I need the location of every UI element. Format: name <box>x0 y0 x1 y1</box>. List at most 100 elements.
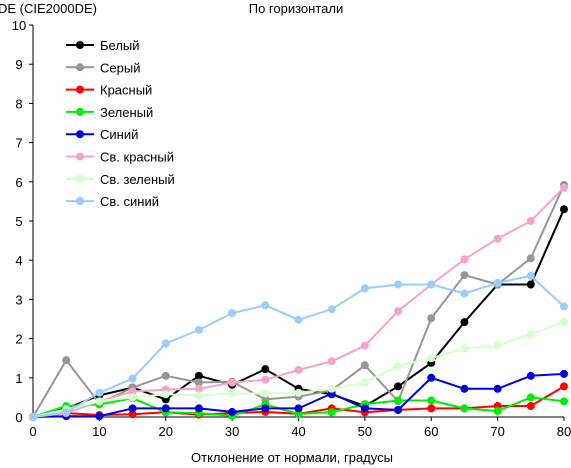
data-point <box>526 254 535 263</box>
x-tick-label: 30 <box>225 424 239 439</box>
data-point <box>560 397 568 406</box>
series-8 <box>29 271 568 421</box>
data-point <box>560 302 568 311</box>
data-point <box>460 289 469 298</box>
x-tick-label: 70 <box>490 424 504 439</box>
data-point <box>460 344 469 353</box>
legend-marker <box>76 107 84 116</box>
data-point <box>460 384 469 393</box>
data-point <box>394 405 403 414</box>
y-tick-label: 2 <box>15 332 22 347</box>
legend-label: Св. синий <box>100 194 159 209</box>
legend-label: Белый <box>100 38 140 53</box>
data-point <box>128 410 137 419</box>
data-point <box>327 384 336 393</box>
data-point <box>194 325 203 334</box>
y-axis-label: DE (CIE2000DE) <box>0 1 97 16</box>
data-point <box>128 387 137 396</box>
data-point <box>95 397 104 406</box>
data-point <box>427 354 436 363</box>
data-point <box>294 365 303 374</box>
data-point <box>460 255 469 264</box>
legend-entry: Св. синий <box>66 194 159 209</box>
legend-marker <box>76 130 84 139</box>
data-point <box>360 341 369 350</box>
x-tick-label: 10 <box>92 424 106 439</box>
data-point <box>194 391 203 400</box>
data-point <box>360 378 369 387</box>
series-7 <box>29 318 568 421</box>
data-point <box>560 318 568 327</box>
data-point <box>261 404 270 413</box>
legend-label: Синий <box>100 127 138 142</box>
data-point <box>560 205 568 214</box>
legend-entry: Серый <box>66 60 140 75</box>
legend-label: Серый <box>100 60 140 75</box>
x-tick-label: 50 <box>358 424 372 439</box>
data-point <box>294 388 303 397</box>
y-tick-label: 8 <box>15 96 22 111</box>
data-point <box>261 301 270 310</box>
data-point <box>327 357 336 366</box>
data-point <box>161 371 170 380</box>
series-4 <box>29 393 568 421</box>
y-tick-label: 1 <box>15 371 22 386</box>
data-point <box>128 393 137 402</box>
x-tick-label: 60 <box>424 424 438 439</box>
plot-area <box>29 180 568 421</box>
data-point <box>95 388 104 397</box>
data-point <box>394 307 403 316</box>
data-point <box>327 305 336 314</box>
data-point <box>261 365 270 374</box>
legend-marker <box>76 152 84 161</box>
data-point <box>460 271 469 280</box>
data-point <box>394 280 403 289</box>
data-point <box>62 408 71 417</box>
data-point <box>360 404 369 413</box>
y-tick-label: 10 <box>12 18 26 33</box>
data-point <box>360 284 369 293</box>
data-point <box>493 278 502 287</box>
legend-entry: Св. зеленый <box>66 172 175 187</box>
data-point <box>161 339 170 348</box>
data-point <box>493 341 502 350</box>
data-point <box>427 404 436 413</box>
x-tick-label: 20 <box>159 424 173 439</box>
y-tick-label: 9 <box>15 57 22 72</box>
legend-marker <box>76 174 84 183</box>
data-point <box>427 373 436 382</box>
data-point <box>560 369 568 378</box>
data-point <box>526 371 535 380</box>
data-point <box>526 393 535 402</box>
data-point <box>560 382 568 391</box>
data-point <box>261 375 270 384</box>
legend-label: Зеленый <box>100 105 153 120</box>
data-point <box>62 356 71 365</box>
data-point <box>294 315 303 324</box>
data-point <box>128 374 137 383</box>
data-point <box>194 378 203 387</box>
data-point <box>526 271 535 280</box>
legend-entry: Синий <box>66 127 138 142</box>
data-point <box>526 402 535 411</box>
data-point <box>526 280 535 289</box>
data-point <box>95 412 104 421</box>
legend-label: Св. красный <box>100 150 174 165</box>
legend-marker <box>76 41 84 49</box>
x-tick-label: 80 <box>557 424 571 439</box>
data-point <box>128 404 137 413</box>
series-line <box>32 186 565 418</box>
legend-label: Св. зеленый <box>100 172 175 187</box>
data-point <box>228 378 237 387</box>
y-tick-label: 6 <box>15 175 22 190</box>
y-tick-label: 0 <box>15 410 22 425</box>
data-point <box>194 371 203 380</box>
data-point <box>460 404 469 413</box>
legend-entry: Красный <box>66 83 152 98</box>
data-point <box>526 217 535 225</box>
data-point <box>294 409 303 418</box>
legend-marker <box>76 197 84 206</box>
data-point <box>228 407 237 416</box>
y-tick-label: 7 <box>15 136 22 151</box>
